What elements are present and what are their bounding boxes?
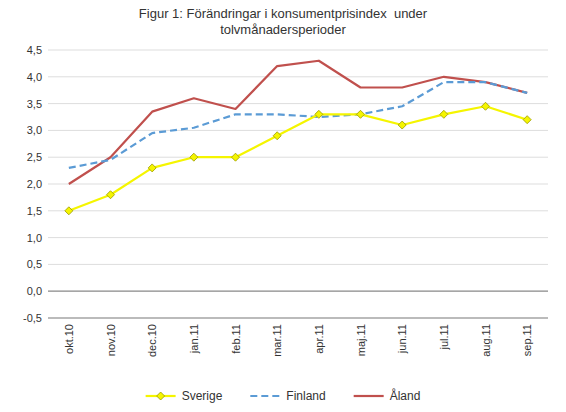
grid-line — [48, 184, 548, 185]
grid-line — [48, 318, 548, 319]
legend-label: Åland — [390, 388, 421, 403]
y-tick-label: 4,5 — [27, 44, 42, 56]
grid-line — [48, 103, 548, 104]
x-tick-label: jan.11 — [188, 324, 200, 354]
series — [65, 102, 531, 215]
grid-line — [48, 76, 548, 77]
grid — [48, 50, 548, 318]
x-tick-label: apr.11 — [313, 324, 325, 354]
legend-marker — [157, 392, 165, 400]
title: Figur 1: Förändringar i konsumentprisind… — [139, 6, 428, 37]
y-tick-label: 0,0 — [27, 285, 42, 297]
legend: Sverige Finland Åland — [146, 388, 421, 403]
legend-item: Finland — [250, 389, 325, 403]
y-tick-label: 3,5 — [27, 98, 42, 110]
series-line — [69, 61, 527, 184]
y-tick-label: 0,5 — [27, 258, 42, 270]
x-tick-label: maj.11 — [355, 324, 367, 356]
x-tick-label: nov.10 — [105, 324, 117, 356]
chart: Figur 1: Förändringar i konsumentprisind… — [0, 0, 566, 412]
legend-label: Sverige — [182, 389, 223, 403]
legend-item: Sverige — [146, 389, 223, 403]
grid-line — [48, 130, 548, 131]
marker — [315, 110, 323, 118]
marker — [190, 153, 198, 161]
marker — [232, 153, 240, 161]
y-tick-label: 1,0 — [27, 232, 42, 244]
grid-line — [48, 157, 548, 158]
zero-line — [48, 291, 548, 292]
marker — [440, 110, 448, 118]
marker — [65, 207, 73, 215]
series — [69, 61, 527, 184]
legend-swatch — [354, 395, 384, 397]
grid-line — [48, 237, 548, 238]
series-line — [69, 106, 527, 211]
marker — [107, 191, 115, 199]
x-tick-label: okt.10 — [63, 324, 75, 354]
plot-area — [65, 61, 531, 215]
legend-swatch — [250, 395, 280, 397]
marker — [357, 110, 365, 118]
x-tick-label: dec.10 — [146, 324, 158, 357]
y-tick-label: 3,0 — [27, 124, 42, 136]
marker — [398, 121, 406, 129]
marker — [148, 164, 156, 172]
marker — [273, 132, 281, 140]
x-axis: okt.10 nov.10 dec.10 jan.11 feb.11 mar.11 apr.… — [63, 324, 533, 357]
legend-label: Finland — [286, 389, 325, 403]
x-tick-label: sep.11 — [521, 324, 533, 356]
y-tick-label: 4,0 — [27, 71, 42, 83]
y-tick-label: -0,5 — [23, 312, 42, 324]
marker — [482, 102, 490, 110]
x-tick-label: feb.11 — [230, 324, 242, 354]
y-tick-label: 2,0 — [27, 178, 42, 190]
grid-line — [48, 264, 548, 265]
legend-item: Åland — [354, 388, 421, 403]
y-tick-label: 1,5 — [27, 205, 42, 217]
grid-line — [48, 50, 548, 51]
y-axis: -0,5 0,0 0,5 1,0 1,5 2,0 2,5 3,0 3,5 4,0 4,5 — [23, 44, 42, 324]
x-tick-label: jun.11 — [396, 324, 408, 354]
marker — [523, 116, 531, 124]
grid-line — [48, 210, 548, 211]
x-tick-label: jul.11 — [438, 324, 450, 350]
x-tick-label: mar.11 — [271, 324, 283, 357]
x-axis-line — [48, 318, 548, 319]
y-tick-label: 2,5 — [27, 151, 42, 163]
x-tick-label: aug.11 — [480, 324, 492, 357]
